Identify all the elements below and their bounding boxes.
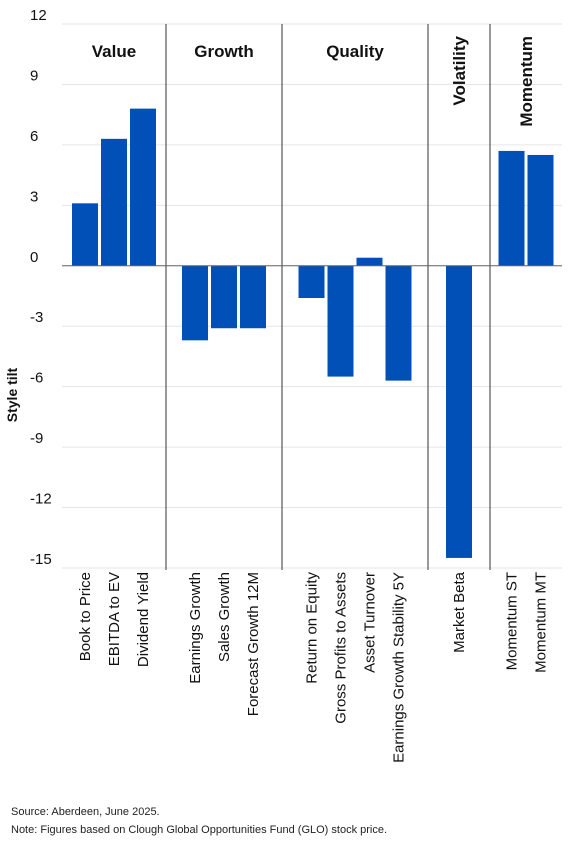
- bar-ebitda-to-ev: [101, 138, 127, 266]
- y-tick-label: -9: [30, 430, 43, 447]
- group-label-quality: Quality: [326, 42, 384, 61]
- y-tick-label: 12: [30, 7, 47, 24]
- category-label: Book to Price: [77, 572, 94, 661]
- bar-book-to-price: [72, 203, 98, 266]
- category-label: Earnings Growth Stability 5Y: [391, 572, 408, 763]
- y-tick-label: 6: [30, 128, 38, 145]
- bar-asset-turnover: [356, 257, 383, 266]
- category-label: Asset Turnover: [362, 572, 379, 673]
- category-label: Market Beta: [451, 571, 468, 653]
- group-label-volatility: Volatility: [450, 35, 469, 105]
- category-label: Sales Growth: [216, 572, 233, 662]
- bar-forecast-growth-12m: [240, 265, 266, 329]
- bar-earnings-growth: [182, 265, 208, 341]
- bar-earnings-growth-stability-5y: [385, 265, 412, 381]
- group-label-value: Value: [92, 42, 136, 61]
- category-label: Momentum ST: [504, 572, 521, 670]
- y-tick-label: -6: [30, 370, 43, 387]
- category-label: Dividend Yield: [135, 572, 152, 667]
- footnote: Note: Figures based on Clough Global Opp…: [11, 824, 388, 836]
- y-tick-label: -3: [30, 309, 43, 326]
- bar-dividend-yield: [130, 108, 156, 266]
- category-label: Momentum MT: [533, 572, 550, 673]
- y-axis-label: Style tilt: [4, 367, 20, 422]
- source-note: Source: Aberdeen, June 2025.: [11, 806, 160, 818]
- y-tick-label: 9: [30, 67, 38, 84]
- bar-return-on-equity: [298, 265, 325, 299]
- style-tilt-chart: 12 9 6 3 0 -3 -6 -9 -12 -15 Style tilt Value Book to…: [4, 7, 562, 763]
- group-label-growth: Growth: [194, 42, 254, 61]
- bar-sales-growth: [211, 265, 237, 329]
- bar-momentum-mt: [527, 154, 554, 266]
- category-label: Gross Profits to Assets: [333, 572, 350, 724]
- y-tick-label: -15: [30, 551, 52, 568]
- bar-momentum-st: [498, 150, 525, 266]
- bar-gross-profits-to-assets: [327, 265, 354, 377]
- category-label: Return on Equity: [304, 572, 321, 684]
- y-tick-label: 3: [30, 188, 38, 205]
- y-tick-label: -12: [30, 491, 52, 508]
- y-tick-label: 0: [30, 249, 38, 266]
- bar-market-beta: [446, 265, 472, 558]
- category-label: Forecast Growth 12M: [245, 572, 262, 716]
- group-label-momentum: Momentum: [517, 36, 536, 127]
- category-label: Earnings Growth: [187, 572, 204, 684]
- category-label: EBITDA to EV: [106, 572, 123, 666]
